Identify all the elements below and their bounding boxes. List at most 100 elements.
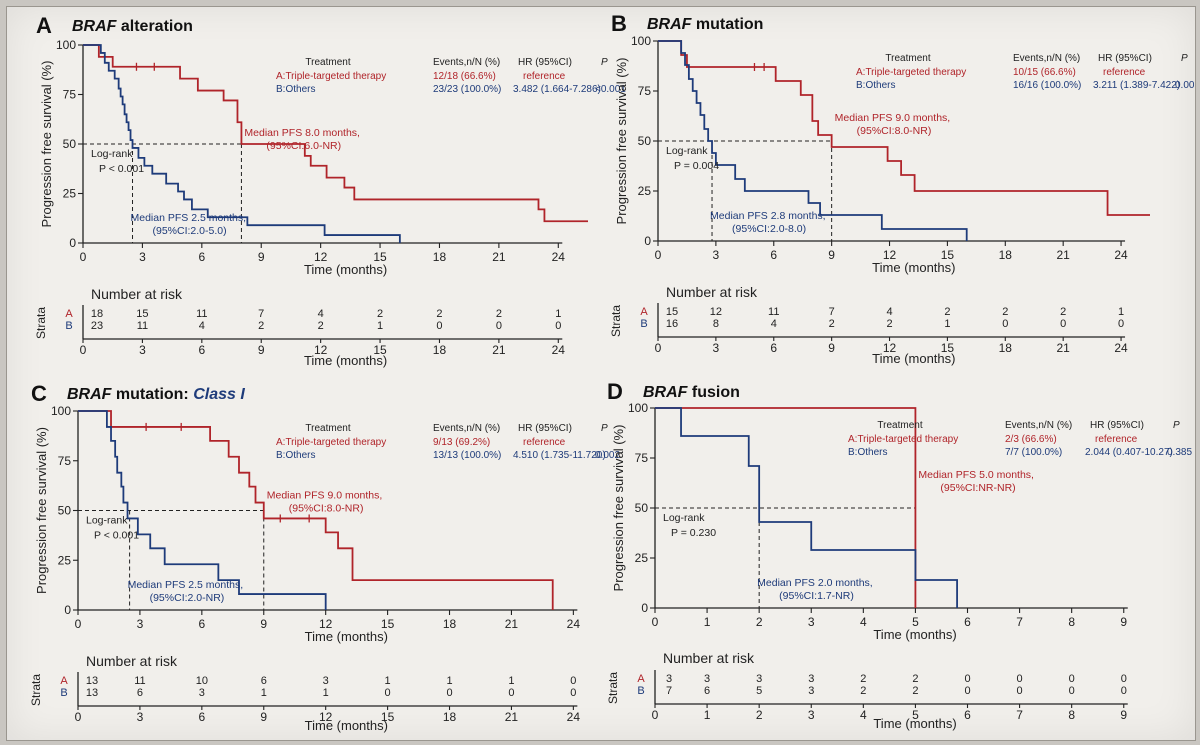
strata-a-label: A	[65, 308, 73, 320]
y-tick-label: 25	[638, 184, 652, 198]
median-b-line1: Median PFS 2.5 months,	[131, 212, 247, 224]
risk-x-tick-label: 24	[552, 343, 566, 357]
strata-label: Strata	[34, 307, 48, 339]
median-a-line2: (95%CI:8.0-NR)	[289, 503, 364, 515]
risk-x-tick-label: 4	[860, 708, 867, 722]
table-treatment: B:Others	[276, 450, 315, 461]
y-tick-label: 25	[635, 551, 649, 565]
risk-b-value: 1	[944, 318, 950, 330]
x-tick-label: 21	[492, 250, 506, 264]
risk-a-value: 1	[385, 675, 391, 687]
table-p: 0.385	[1167, 447, 1192, 458]
risk-a-value: 2	[944, 306, 950, 318]
risk-x-axis-label: Time (months)	[872, 351, 955, 366]
risk-a-value: 1	[1118, 306, 1124, 318]
table-header-events: Events,n/N (%)	[1013, 53, 1080, 64]
risk-b-value: 0	[446, 687, 452, 699]
risk-x-tick-label: 15	[373, 343, 387, 357]
x-axis-label: Time (months)	[304, 262, 387, 277]
risk-x-tick-label: 8	[1068, 708, 1075, 722]
table-treatment: A:Triple-targeted therapy	[276, 437, 386, 448]
risk-b-value: 1	[261, 687, 267, 699]
median-a-line1: Median PFS 8.0 months,	[244, 127, 360, 139]
table-p: <0.001	[595, 84, 626, 95]
km-curve-b	[78, 410, 327, 610]
logrank-p: P < 0.001	[99, 163, 144, 175]
table-hr: 3.482 (1.664-7.286)	[513, 84, 601, 95]
strata-a-label: A	[637, 673, 645, 685]
risk-x-tick-label: 12	[319, 710, 333, 724]
risk-x-axis-label: Time (months)	[305, 718, 388, 733]
x-tick-label: 12	[314, 250, 328, 264]
table-events: 16/16 (100.0%)	[1013, 80, 1081, 91]
x-tick-label: 12	[883, 248, 897, 262]
risk-a-value: 0	[570, 675, 576, 687]
risk-x-axis-label: Time (months)	[304, 353, 387, 368]
title-class: Class I	[193, 386, 245, 403]
risk-b-value: 0	[508, 687, 514, 699]
strata-b-label: B	[65, 320, 72, 332]
y-tick-label: 50	[58, 504, 72, 518]
logrank-label: Log-rank	[91, 148, 133, 160]
table-header-hr: HR (95%CI)	[1090, 420, 1144, 431]
y-tick-label: 75	[638, 84, 652, 98]
risk-b-value: 0	[570, 687, 576, 699]
median-a-line1: Median PFS 9.0 months,	[267, 490, 383, 502]
strata-label: Strata	[609, 305, 623, 337]
risk-x-tick-label: 0	[655, 341, 662, 355]
risk-b-value: 6	[704, 685, 710, 697]
y-axis-label: Progression free survival (%)	[611, 425, 626, 592]
risk-b-value: 0	[1121, 685, 1127, 697]
risk-b-value: 2	[860, 685, 866, 697]
median-b-line1: Median PFS 2.8 months,	[710, 210, 826, 222]
risk-x-tick-label: 18	[443, 710, 457, 724]
risk-x-tick-label: 2	[756, 708, 763, 722]
risk-x-tick-label: 0	[652, 708, 659, 722]
table-treatment: B:Others	[276, 84, 315, 95]
table-events: 7/7 (100.0%)	[1005, 447, 1062, 458]
panel-label: A	[36, 13, 52, 38]
table-header-events: Events,n/N (%)	[433, 57, 500, 68]
risk-x-tick-label: 12	[883, 341, 897, 355]
table-events: 9/13 (69.2%)	[433, 437, 490, 448]
median-b-line2: (95%CI:2.0-NR)	[150, 592, 225, 604]
panel-title: BRAF mutation	[647, 16, 763, 33]
median-a-line2: (95%CI:8.0-NR)	[857, 125, 932, 137]
y-tick-label: 0	[64, 603, 71, 617]
table-header-treatment: Treatment	[305, 57, 350, 68]
median-a-line2: (95%CI:NR-NR)	[940, 482, 1015, 494]
risk-a-value: 4	[886, 306, 892, 318]
y-tick-label: 100	[631, 34, 651, 48]
risk-x-tick-label: 21	[1056, 341, 1070, 355]
risk-a-value: 0	[1121, 673, 1127, 685]
x-tick-label: 24	[1114, 248, 1128, 262]
risk-a-value: 2	[1002, 306, 1008, 318]
risk-a-value: 6	[261, 675, 267, 687]
risk-x-tick-label: 18	[999, 341, 1013, 355]
table-treatment: A:Triple-targeted therapy	[856, 67, 966, 78]
title-rest: fusion	[687, 384, 739, 401]
x-tick-label: 3	[137, 617, 144, 631]
table-hr: reference	[1095, 434, 1138, 445]
table-hr: 4.510 (1.735-11.720)	[513, 450, 606, 461]
x-axis-label: Time (months)	[873, 627, 956, 642]
strata-b-label: B	[637, 685, 644, 697]
y-tick-label: 100	[628, 401, 648, 415]
x-tick-label: 9	[828, 248, 835, 262]
risk-a-value: 3	[323, 675, 329, 687]
x-tick-label: 18	[999, 248, 1013, 262]
risk-title: Number at risk	[86, 653, 178, 669]
risk-a-value: 3	[808, 673, 814, 685]
risk-b-value: 13	[86, 687, 98, 699]
x-tick-label: 0	[655, 248, 662, 262]
logrank-label: Log-rank	[666, 145, 708, 157]
logrank-p: P = 0.230	[671, 527, 716, 539]
strata-b-label: B	[640, 318, 647, 330]
risk-b-value: 7	[666, 685, 672, 697]
risk-b-value: 11	[137, 320, 148, 332]
risk-title: Number at risk	[666, 284, 758, 300]
table-treatment: B:Others	[856, 80, 895, 91]
x-tick-label: 15	[381, 617, 395, 631]
risk-b-value: 6	[137, 687, 143, 699]
